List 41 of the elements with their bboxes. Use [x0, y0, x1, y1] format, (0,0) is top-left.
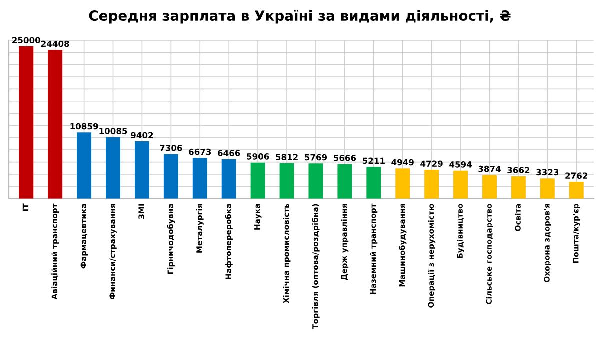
bar — [454, 170, 468, 199]
bar — [250, 162, 266, 199]
data-label: 5769 — [305, 154, 328, 161]
data-label: 7306 — [160, 145, 182, 152]
data-label: 2762 — [566, 172, 588, 179]
data-label: 3874 — [478, 166, 501, 172]
chart-title: Середня зарплата в Україні за видами діяльності, ₴ — [89, 10, 511, 24]
bar — [192, 158, 208, 199]
bar — [106, 137, 120, 199]
data-label: 25000 — [12, 37, 40, 44]
bar — [222, 159, 236, 199]
data-label: 4949 — [392, 159, 414, 166]
bar — [424, 170, 440, 199]
data-label: 24408 — [42, 40, 70, 48]
bar — [540, 178, 555, 199]
bar — [134, 142, 150, 199]
bar — [338, 164, 352, 199]
data-label: 4594 — [450, 162, 472, 168]
bar — [280, 163, 294, 199]
data-label: 6466 — [218, 150, 240, 156]
bar — [396, 168, 410, 199]
data-label: 5812 — [276, 154, 298, 160]
bar — [164, 154, 178, 199]
data-label: 3662 — [508, 167, 530, 174]
data-label: 10085 — [100, 128, 128, 134]
data-label: 5211 — [362, 158, 385, 164]
bar — [511, 176, 526, 199]
bar — [366, 167, 382, 199]
data-label: 5666 — [334, 155, 356, 162]
data-label: 9402 — [131, 132, 154, 139]
data-label: 5906 — [247, 154, 270, 160]
data-label: 10859 — [70, 123, 98, 130]
data-label: 3323 — [536, 169, 559, 176]
bar — [569, 182, 584, 199]
bar — [77, 132, 92, 199]
bar — [482, 175, 497, 199]
bar — [19, 46, 34, 199]
bar — [308, 164, 324, 199]
bar — [48, 50, 63, 199]
data-label: 6673 — [189, 148, 212, 156]
data-label: 4729 — [420, 160, 443, 168]
